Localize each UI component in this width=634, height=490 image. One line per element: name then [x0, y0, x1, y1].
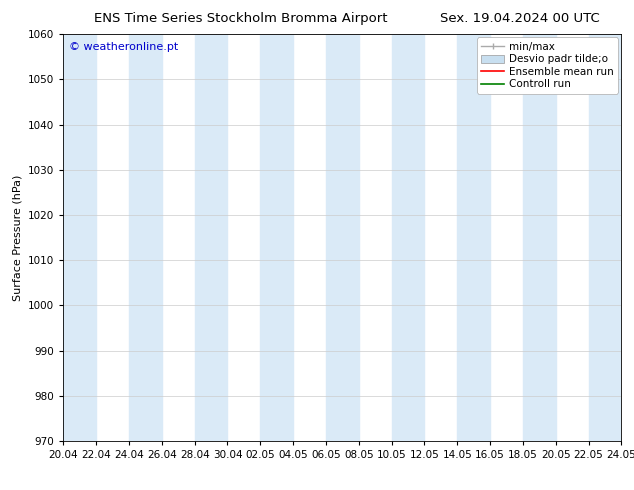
Y-axis label: Surface Pressure (hPa): Surface Pressure (hPa)	[13, 174, 23, 301]
Bar	[392, 34, 424, 441]
Bar	[457, 34, 490, 441]
Text: Sex. 19.04.2024 00 UTC: Sex. 19.04.2024 00 UTC	[440, 12, 600, 25]
Bar	[63, 34, 96, 441]
Text: © weatheronline.pt: © weatheronline.pt	[69, 43, 178, 52]
Bar	[195, 34, 228, 441]
Bar	[129, 34, 162, 441]
Bar	[523, 34, 555, 441]
Legend: min/max, Desvio padr tilde;o, Ensemble mean run, Controll run: min/max, Desvio padr tilde;o, Ensemble m…	[477, 37, 618, 94]
Bar	[588, 34, 621, 441]
Bar	[326, 34, 359, 441]
Bar	[261, 34, 293, 441]
Text: ENS Time Series Stockholm Bromma Airport: ENS Time Series Stockholm Bromma Airport	[94, 12, 387, 25]
